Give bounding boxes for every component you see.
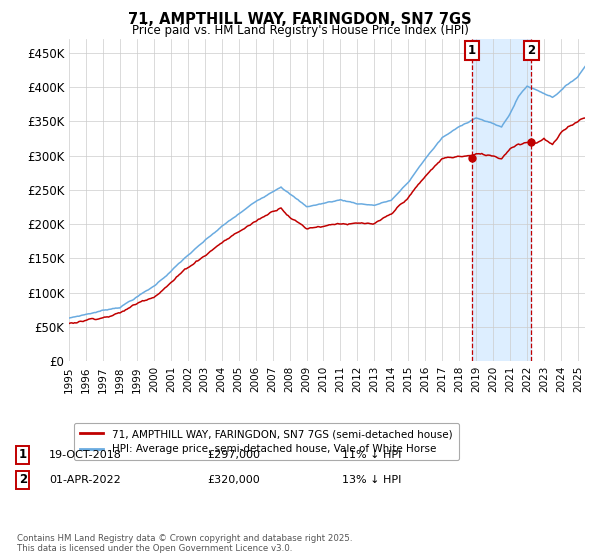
- Text: 1: 1: [19, 448, 27, 461]
- Text: 71, AMPTHILL WAY, FARINGDON, SN7 7GS: 71, AMPTHILL WAY, FARINGDON, SN7 7GS: [128, 12, 472, 27]
- Text: 1: 1: [468, 44, 476, 57]
- Legend: 71, AMPTHILL WAY, FARINGDON, SN7 7GS (semi-detached house), HPI: Average price, : 71, AMPTHILL WAY, FARINGDON, SN7 7GS (se…: [74, 423, 458, 460]
- Text: 13% ↓ HPI: 13% ↓ HPI: [342, 475, 401, 485]
- Bar: [472, 39, 531, 361]
- Text: £297,000: £297,000: [207, 450, 260, 460]
- Text: 01-APR-2022: 01-APR-2022: [49, 475, 121, 485]
- Text: Contains HM Land Registry data © Crown copyright and database right 2025.
This d: Contains HM Land Registry data © Crown c…: [17, 534, 352, 553]
- Text: 11% ↓ HPI: 11% ↓ HPI: [342, 450, 401, 460]
- Text: Price paid vs. HM Land Registry's House Price Index (HPI): Price paid vs. HM Land Registry's House …: [131, 24, 469, 36]
- Text: 2: 2: [19, 473, 27, 487]
- Text: 19-OCT-2018: 19-OCT-2018: [49, 450, 122, 460]
- Text: 2: 2: [527, 44, 535, 57]
- Text: £320,000: £320,000: [207, 475, 260, 485]
